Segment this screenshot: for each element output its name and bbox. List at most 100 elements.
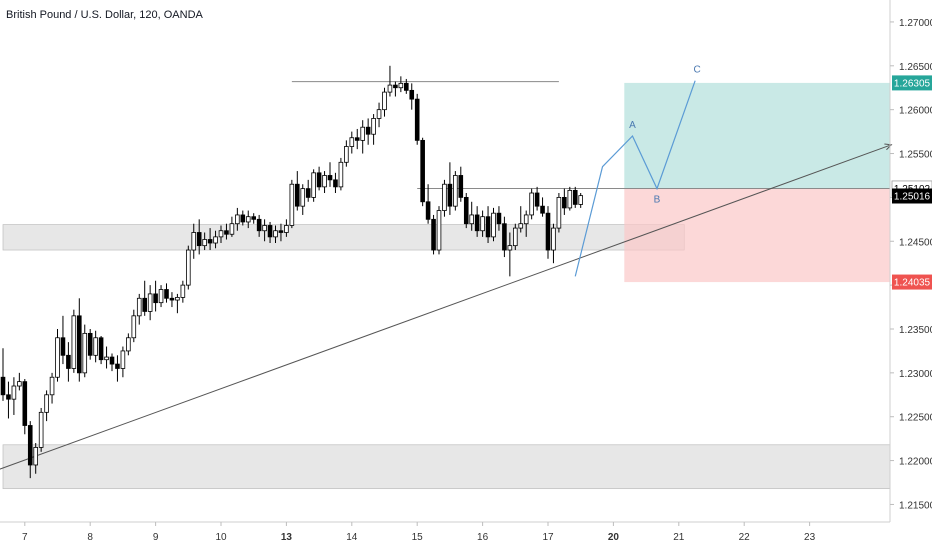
candle-body bbox=[262, 225, 267, 232]
candle-body bbox=[213, 236, 218, 244]
candle-body bbox=[572, 189, 578, 205]
candle-body bbox=[33, 447, 38, 466]
candle-body bbox=[55, 337, 60, 378]
candle-body bbox=[534, 192, 540, 207]
candle-body bbox=[431, 218, 436, 251]
candle-body bbox=[6, 394, 11, 400]
x-tick-label: 9 bbox=[153, 532, 159, 543]
candle-body bbox=[245, 216, 251, 223]
candle-body bbox=[453, 175, 458, 207]
candle-body bbox=[49, 376, 55, 396]
candle-body bbox=[502, 223, 507, 251]
profit-zone bbox=[624, 82, 890, 189]
candle-body bbox=[60, 337, 66, 356]
candle-body bbox=[523, 214, 529, 225]
candle-body bbox=[11, 385, 17, 400]
candle-body bbox=[349, 137, 355, 147]
candle-body bbox=[344, 146, 349, 163]
candle-body bbox=[87, 332, 93, 356]
candle-body bbox=[224, 230, 229, 235]
candle-body bbox=[142, 297, 148, 312]
candle-body bbox=[294, 183, 300, 207]
drawing-lines-layer bbox=[0, 81, 893, 470]
zones-layer bbox=[2, 82, 891, 490]
candle-body bbox=[398, 82, 404, 89]
candle-body bbox=[278, 230, 284, 233]
candle-body bbox=[507, 245, 513, 251]
candle-body bbox=[136, 297, 142, 317]
candle-body bbox=[480, 216, 485, 232]
candle-body bbox=[0, 376, 6, 396]
candle-body bbox=[27, 425, 33, 466]
candle-body bbox=[104, 356, 109, 361]
candle-body bbox=[485, 216, 491, 238]
x-tick-label: 7 bbox=[22, 532, 28, 543]
x-tick-label: 23 bbox=[804, 532, 816, 543]
pattern-label-a: A bbox=[629, 120, 636, 131]
candle-body bbox=[496, 212, 502, 225]
y-tick-label: 1.22500 bbox=[899, 413, 932, 424]
candle-body bbox=[491, 212, 496, 238]
y-tick-label: 1.25500 bbox=[899, 150, 932, 161]
candle-body bbox=[109, 356, 115, 365]
candle-body bbox=[436, 210, 442, 251]
candle-body bbox=[322, 175, 327, 188]
x-tick-label: 22 bbox=[739, 532, 751, 543]
support-zone bbox=[2, 444, 891, 490]
x-tick-label: 21 bbox=[673, 532, 685, 543]
candle-body bbox=[202, 239, 207, 247]
price-axis[interactable]: 1.270001.265001.260001.255001.250001.245… bbox=[890, 18, 932, 512]
candle-body bbox=[17, 381, 22, 387]
candle-body bbox=[115, 363, 120, 369]
candle-body bbox=[300, 188, 306, 207]
candle-body bbox=[365, 126, 371, 135]
candle-body bbox=[267, 225, 273, 238]
candle-body bbox=[284, 225, 289, 233]
y-tick-label: 1.22000 bbox=[899, 457, 932, 468]
candle-body bbox=[578, 195, 583, 205]
candle-body bbox=[338, 161, 344, 188]
x-tick-label: 14 bbox=[346, 532, 358, 543]
candle-body bbox=[66, 354, 71, 369]
x-tick-label: 20 bbox=[608, 532, 620, 543]
candle-body bbox=[545, 212, 551, 251]
candle-body bbox=[77, 315, 82, 374]
y-tick-label: 1.26500 bbox=[899, 62, 932, 73]
candle-body bbox=[120, 350, 126, 369]
candle-body bbox=[289, 183, 295, 226]
abc-pattern-line bbox=[574, 80, 696, 277]
candle-body bbox=[442, 183, 447, 211]
candle-body bbox=[131, 315, 137, 339]
candle-body bbox=[169, 297, 175, 301]
x-tick-label: 17 bbox=[542, 532, 554, 543]
candle-body bbox=[382, 91, 387, 111]
candle-body bbox=[98, 337, 104, 361]
candle-body bbox=[447, 183, 453, 207]
price-tag-current: 1.25016 bbox=[894, 191, 931, 202]
candle-body bbox=[218, 230, 224, 238]
candle-body bbox=[562, 196, 567, 209]
candle-body bbox=[93, 337, 98, 356]
candle-body bbox=[251, 216, 257, 220]
candle-body bbox=[327, 175, 333, 181]
candle-body bbox=[409, 89, 415, 100]
time-axis[interactable]: 7 8 9 10 13 14 15 16 17 20 21 22 23 bbox=[22, 522, 816, 543]
candle-body bbox=[126, 337, 131, 352]
x-tick-label: 15 bbox=[412, 532, 424, 543]
candle-body bbox=[518, 223, 524, 229]
y-tick-label: 1.27000 bbox=[899, 18, 932, 29]
pattern-label-c: C bbox=[694, 65, 701, 76]
support-zone bbox=[2, 224, 685, 251]
candle-body bbox=[207, 239, 213, 244]
candle-body bbox=[556, 196, 562, 229]
candle-body bbox=[22, 381, 28, 426]
candle-body bbox=[175, 297, 180, 301]
candle-body bbox=[273, 230, 278, 238]
loss-zone bbox=[624, 188, 890, 283]
candle-body bbox=[463, 196, 469, 225]
price-tag-current-bg bbox=[892, 188, 932, 204]
candle-body bbox=[474, 214, 480, 232]
candle-body bbox=[191, 232, 197, 251]
